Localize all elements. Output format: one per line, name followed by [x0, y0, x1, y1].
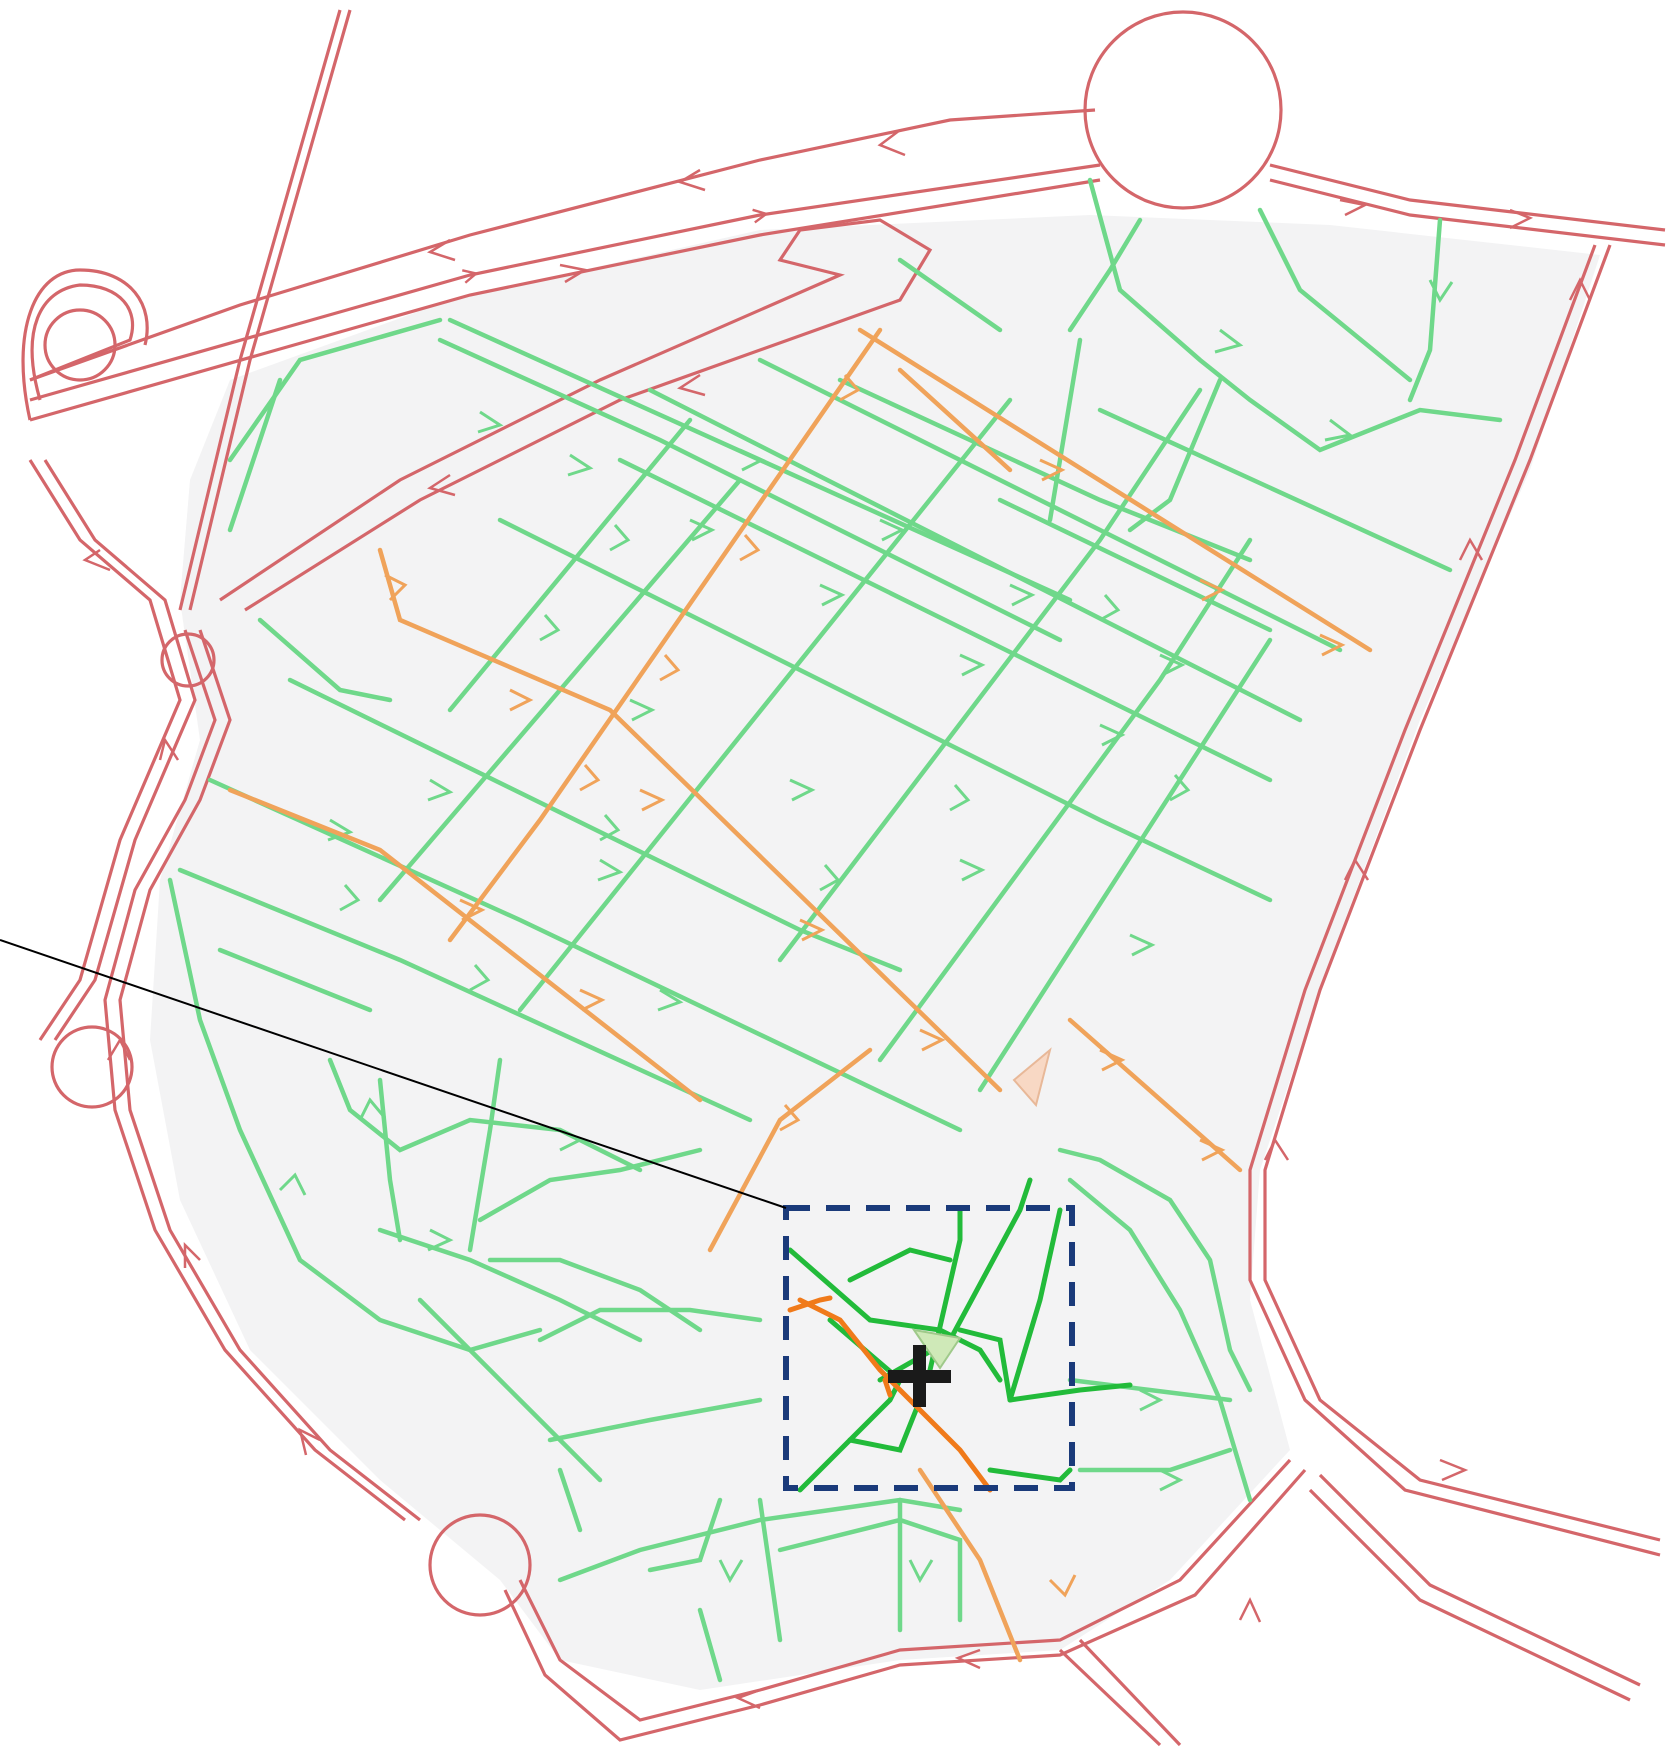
selection-box[interactable] — [783, 1205, 1075, 1491]
crossing-road-a — [188, 9, 352, 611]
land-area — [150, 215, 1600, 1690]
crosshair-cursor — [888, 1345, 951, 1407]
roundabout-northeast — [1083, 10, 1283, 210]
major-roads — [21, 9, 1666, 1747]
highway-north-outer — [29, 163, 1101, 402]
direction-marker-east — [1012, 1047, 1052, 1108]
direction-marker-center — [911, 1328, 962, 1370]
roundabouts — [43, 10, 1283, 1617]
roundabout-northwest — [43, 308, 117, 382]
roundabout-west-upper — [160, 632, 216, 688]
west-boundary-outer — [118, 629, 421, 1522]
east-boundary-inner — [1248, 244, 1661, 1557]
leader-line — [0, 939, 787, 1209]
secondary-paths — [227, 327, 1373, 1663]
secondary-path-arrows — [384, 374, 1346, 1598]
local-path-arrows — [278, 279, 1454, 1584]
highlight-paths — [787, 1177, 1133, 1493]
roundabout-west-lower — [50, 1025, 134, 1109]
local-paths — [167, 177, 1503, 1683]
road-direction-arrows — [82, 129, 1592, 1710]
crossing-road-b — [178, 9, 342, 611]
roundabout-south — [428, 1513, 532, 1617]
east-boundary-outer — [1263, 244, 1661, 1542]
south-boundary-outer — [518, 1458, 1292, 1722]
south-boundary-inner — [503, 1468, 1307, 1742]
